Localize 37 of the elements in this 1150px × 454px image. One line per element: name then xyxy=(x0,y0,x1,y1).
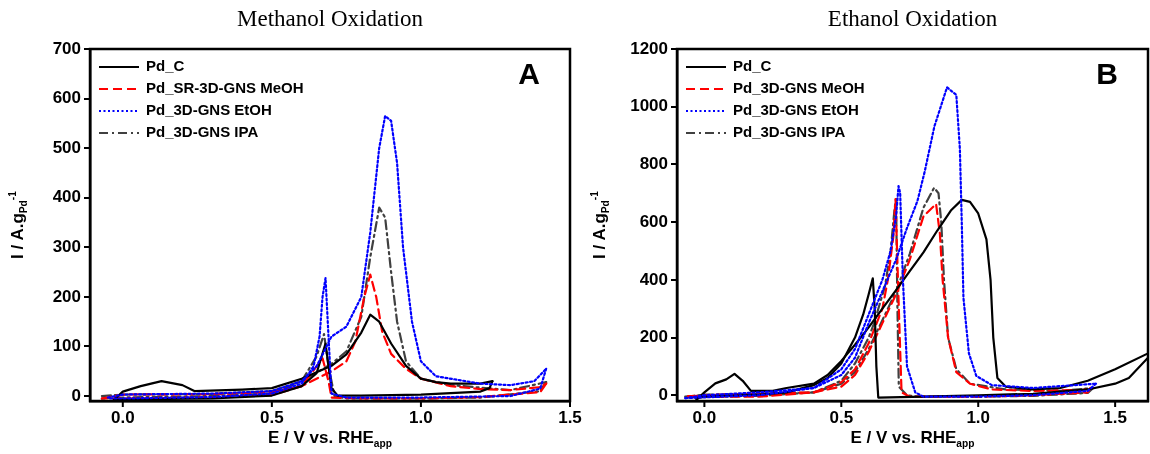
legend-label: Pd_3D-GNS IPA xyxy=(733,123,846,140)
y-tick-label: 200 xyxy=(52,286,81,306)
legend-label: Pd_3D-GNS EtOH xyxy=(146,101,272,118)
y-tick-label: 400 xyxy=(52,187,81,207)
y-tick-label: 700 xyxy=(52,38,81,58)
chart-title: Ethanol Oxidation xyxy=(827,6,998,32)
y-tick-label: 600 xyxy=(52,88,81,108)
y-tick-label: 500 xyxy=(52,137,81,157)
x-tick-label: 0.0 xyxy=(110,408,135,428)
annotation: B xyxy=(1096,57,1118,91)
y-tick-label: 100 xyxy=(52,336,81,356)
chart-title: Methanol Oxidation xyxy=(237,6,423,32)
annotation: A xyxy=(518,57,540,91)
y-tick-label: 1000 xyxy=(630,96,668,116)
y-tick-label: 400 xyxy=(639,269,668,289)
x-tick-label: 1.0 xyxy=(966,408,991,428)
y-tick-label: 0 xyxy=(71,385,81,405)
y-tick-label: 800 xyxy=(639,154,668,174)
y-tick-label: 1200 xyxy=(630,38,668,58)
legend-label: Pd_C xyxy=(146,57,185,74)
x-tick-label: 0.5 xyxy=(260,408,284,428)
x-tick-label: 1.0 xyxy=(409,408,433,428)
y-tick-label: 200 xyxy=(639,327,668,347)
legend-label: Pd_3D-GNS EtOH xyxy=(733,101,859,118)
x-axis-title: E / V vs. RHE$_{app}$ xyxy=(850,428,975,450)
legend-label: Pd_C xyxy=(733,57,772,74)
y-tick-label: 300 xyxy=(52,237,81,256)
x-axis-title: E / V vs. RHE$_{app}$ xyxy=(268,428,392,450)
x-tick-label: 0.0 xyxy=(692,408,717,428)
x-tick-label: 1.5 xyxy=(1103,408,1127,428)
x-tick-label: 1.5 xyxy=(558,408,582,428)
legend-label: Pd_3D-GNS IPA xyxy=(146,123,259,140)
legend-label: Pd_SR-3D-GNS MeOH xyxy=(146,79,304,96)
x-tick-label: 0.5 xyxy=(829,408,854,428)
legend-label: Pd_3D-GNS MeOH xyxy=(733,79,865,96)
y-tick-label: 600 xyxy=(639,211,668,231)
y-tick-label: 0 xyxy=(658,384,668,404)
